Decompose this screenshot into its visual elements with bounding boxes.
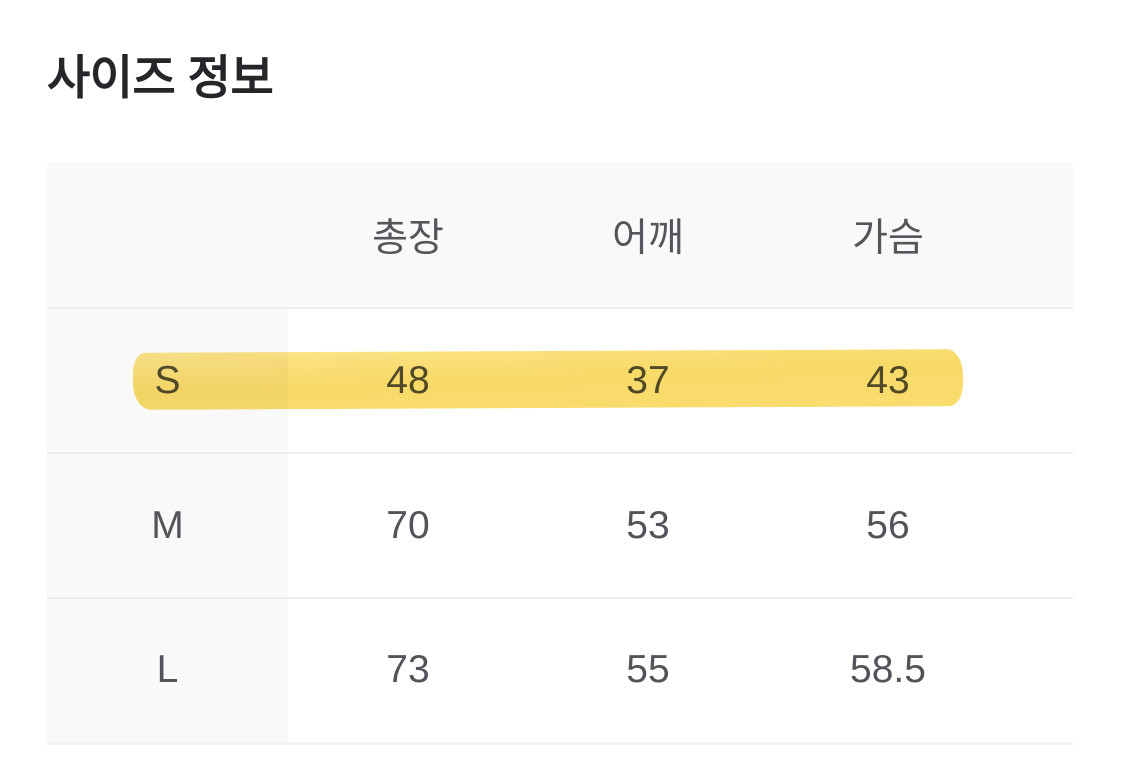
header-filler-cell — [1008, 163, 1073, 309]
size-label-m: M — [47, 453, 288, 599]
filler-cell — [1008, 598, 1073, 745]
value-m-chest: 56 — [768, 453, 1008, 599]
header-row: 총장 어깨 가슴 — [47, 163, 1073, 309]
header-size-cell — [47, 163, 288, 309]
value-s-chest: 43 — [768, 308, 1008, 454]
value-m-length: 70 — [288, 453, 528, 599]
header-col-length: 총장 — [288, 163, 528, 309]
value-m-shoulder: 53 — [528, 453, 768, 599]
value-l-chest: 58.5 — [768, 598, 1008, 745]
table-row-s: S 48 37 43 — [47, 308, 1073, 454]
table-row-l: L 73 55 58.5 — [47, 598, 1073, 745]
filler-cell — [1008, 453, 1073, 599]
value-s-shoulder: 37 — [528, 308, 768, 454]
header-col-chest: 가슴 — [768, 163, 1008, 309]
value-s-length: 48 — [288, 308, 528, 454]
size-label-l: L — [47, 598, 288, 745]
value-l-length: 73 — [288, 598, 528, 745]
value-l-shoulder: 55 — [528, 598, 768, 745]
header-col-shoulder: 어깨 — [528, 163, 768, 309]
size-label-s: S — [47, 308, 288, 454]
filler-cell — [1008, 308, 1073, 454]
size-table: 총장 어깨 가슴 S 48 37 43 M 70 53 — [47, 163, 1073, 745]
size-table-wrap: 총장 어깨 가슴 S 48 37 43 M 70 53 — [47, 163, 1073, 745]
table-row-m: M 70 53 56 — [47, 453, 1073, 599]
page-title: 사이즈 정보 — [47, 51, 274, 104]
